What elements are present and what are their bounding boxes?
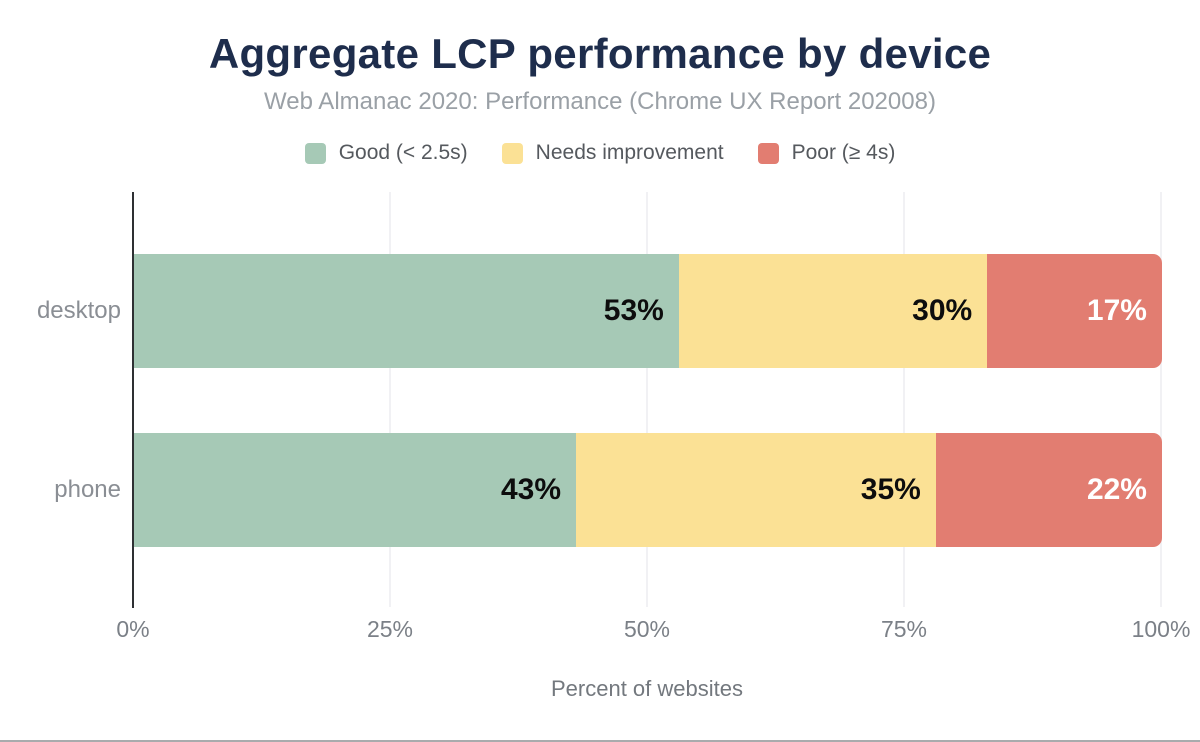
bar-desktop: 53% 30% 17% [134,254,1162,368]
y-axis-line [132,192,134,608]
legend-item-poor: Poor (≥ 4s) [757,141,896,165]
bar-phone: 43% 35% 22% [134,433,1162,547]
legend-item-good: Good (< 2.5s) [304,141,468,165]
bar-segment-desktop-good: 53% [134,254,679,368]
legend-label-good: Good (< 2.5s) [338,141,468,164]
gridline-75 [903,192,905,607]
value-label-phone-good: 43% [500,473,562,506]
value-label-desktop-good: 53% [603,294,664,327]
x-axis-tick-25: 25% [366,616,414,642]
gridline-25 [389,192,391,607]
x-axis-tick-0: 0% [116,616,150,642]
x-axis-tick-75: 75% [880,616,928,642]
value-label-phone-poor: 22% [1086,473,1147,506]
gridline-100 [1160,192,1162,607]
y-axis-label-phone: phone [54,476,121,503]
chart-subtitle: Web Almanac 2020: Performance (Chrome UX… [264,88,936,115]
legend-swatch-good [304,142,326,164]
x-axis-title: Percent of websites [551,676,743,701]
bar-segment-phone-poor: 22% [935,433,1162,547]
bar-segment-phone-needs-improvement: 35% [576,433,936,547]
legend-swatch-needs-improvement [501,142,523,164]
bar-segment-desktop-needs-improvement: 30% [678,254,988,368]
legend-label-needs-improvement: Needs improvement [535,141,724,164]
legend-label-poor: Poor (≥ 4s) [791,141,896,164]
chart-legend: Good (< 2.5s) Needs improvement Poor (≥ 4s… [0,141,1200,165]
x-axis-tick-50: 50% [623,616,671,642]
legend-item-needs-improvement: Needs improvement [501,141,724,165]
bar-segment-phone-good: 43% [134,433,577,547]
chart-title: Aggregate LCP performance by device [208,30,992,77]
value-label-desktop-poor: 17% [1086,294,1147,327]
gridline-50 [646,192,648,607]
plot-area: Percent of websites desktop 53% 30% 17% phon… [0,192,1200,740]
legend-swatch-poor [757,142,779,164]
value-label-phone-needs-improvement: 35% [860,473,921,506]
x-axis-tick-100: 100% [1131,616,1191,642]
bar-segment-desktop-poor: 17% [987,254,1162,368]
y-axis-label-desktop: desktop [36,297,121,324]
value-label-desktop-needs-improvement: 30% [912,294,973,327]
